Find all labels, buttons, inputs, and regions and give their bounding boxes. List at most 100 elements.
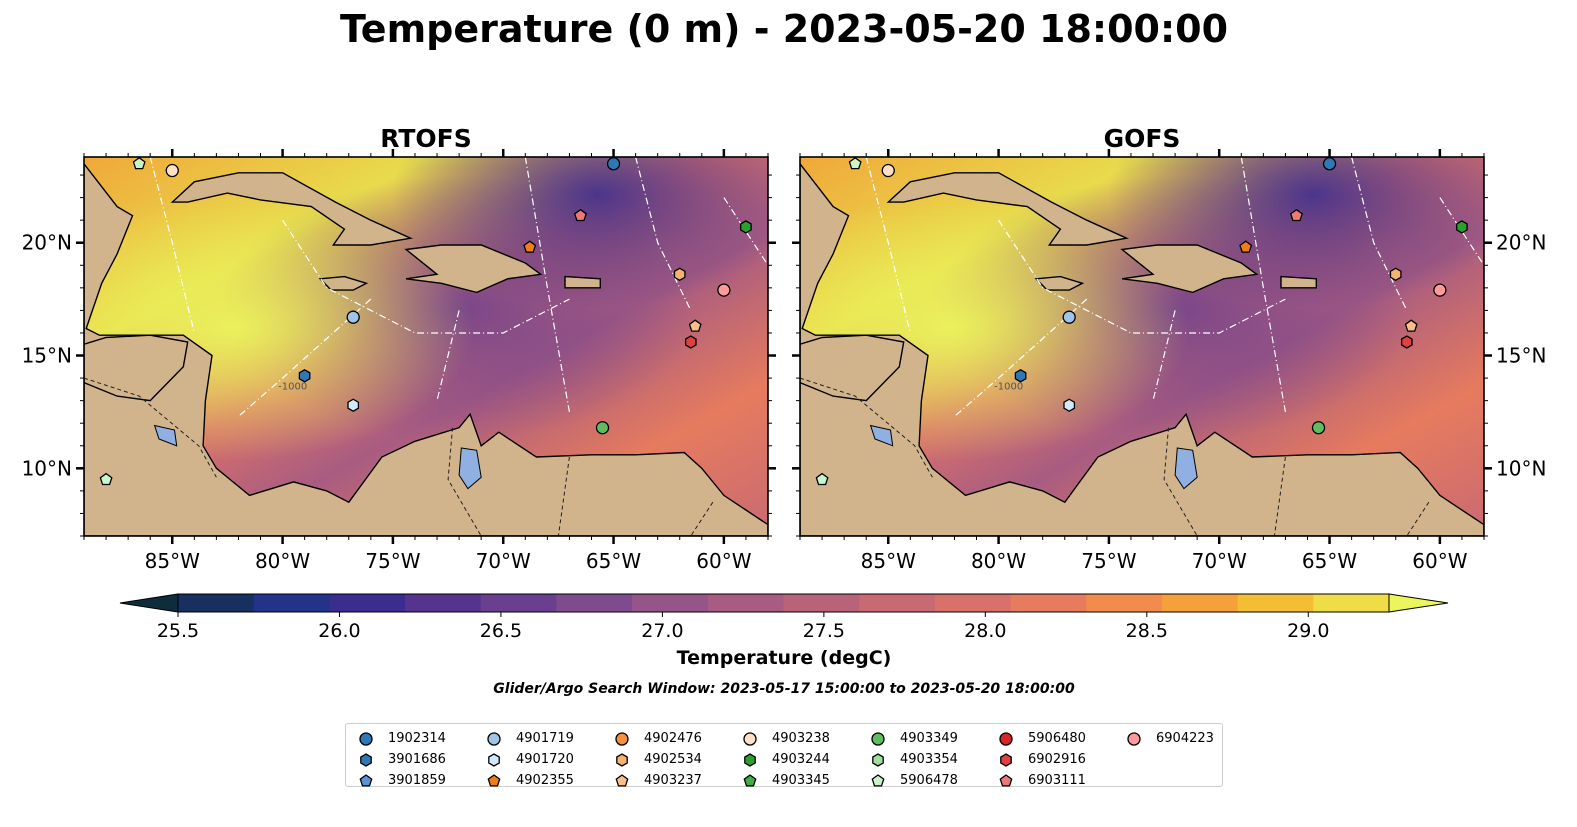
legend-label: 5906480 (1028, 731, 1086, 746)
legend-label: 4902476 (644, 731, 702, 746)
lat-tick-label: 20°N (22, 231, 72, 255)
legend-marker (487, 774, 501, 787)
float-marker-4903238 (165, 163, 179, 178)
legend-marker (744, 753, 756, 767)
legend-marker (1000, 753, 1012, 767)
legend-label: 6903111 (1028, 773, 1086, 788)
legend-marker-circle-icon (1127, 732, 1141, 746)
legend-label: 1902314 (388, 731, 446, 746)
legend-marker-pentagon-icon (743, 774, 757, 787)
eez-line-4 (1351, 157, 1408, 311)
colorbar-segment (253, 594, 330, 612)
eez-line-3 (1152, 310, 1176, 401)
colorbar-segment (1086, 594, 1163, 612)
eez-line-5 (238, 298, 372, 417)
legend-marker-circle-icon (487, 732, 501, 746)
legend-label: 3901859 (388, 773, 446, 788)
legend-marker (360, 753, 372, 767)
land-4 (564, 275, 601, 289)
land-4 (1280, 275, 1318, 289)
colorbar-segment (1237, 594, 1314, 612)
legend-label: 4903244 (772, 752, 830, 767)
land-5 (84, 334, 189, 402)
lat-tick-label: 20°N (1496, 231, 1546, 255)
panel-title: RTOFS (380, 124, 472, 153)
border-2 (1273, 456, 1286, 536)
legend-label: 6902916 (1028, 752, 1086, 767)
lake-0 (458, 447, 482, 490)
land-2 (1120, 244, 1259, 294)
land-2 (404, 244, 543, 294)
legend-marker-circle-icon (999, 732, 1013, 746)
land-5 (800, 334, 905, 402)
legend-label: 3901686 (388, 752, 446, 767)
legend-marker-hexagon-icon (616, 753, 628, 767)
map-frame (83, 156, 769, 537)
land-0 (800, 162, 1484, 536)
float-marker-4903244 (740, 220, 752, 234)
float-marker-5906478 (815, 472, 829, 486)
legend-marker-circle-icon (359, 732, 373, 746)
float-marker-3901686 (1014, 369, 1027, 383)
float-marker-4903237 (688, 319, 702, 332)
legend-marker-pentagon-icon (487, 774, 501, 787)
legend-marker (359, 774, 373, 787)
colorbar-segment (1010, 594, 1087, 612)
border-1 (447, 427, 482, 536)
lat-tick-label: 10°N (1496, 456, 1546, 480)
colorbar-segment (1313, 594, 1390, 612)
colorbar-label: Temperature (degC) (677, 647, 892, 669)
legend-marker (488, 753, 500, 767)
float-marker-4903349 (595, 421, 610, 435)
legend-label: 4901719 (516, 731, 574, 746)
legend-marker (871, 732, 885, 746)
lon-tick-label: 70°W (1192, 549, 1247, 573)
colorbar-segment (556, 594, 633, 612)
colorbar-segment (480, 594, 558, 612)
contour-label: -1000 (278, 381, 307, 392)
eez-line-5 (954, 298, 1088, 417)
lon-tick-label: 75°W (1081, 549, 1136, 573)
float-marker-1902314 (1322, 157, 1337, 171)
colorbar-extend-low (119, 593, 179, 613)
lon-tick-label: 60°W (1412, 549, 1467, 573)
colorbar-segment (329, 594, 406, 612)
lat-tick-label: 15°N (1496, 344, 1546, 368)
legend-marker (487, 732, 501, 746)
legend-marker (743, 774, 757, 787)
colorbar-tick-label: 26.0 (318, 620, 360, 642)
float-marker-4901720 (1063, 398, 1076, 412)
border-2 (557, 456, 570, 536)
border-0 (800, 377, 933, 478)
lake-1 (153, 424, 178, 447)
lon-tick-label: 85°W (145, 549, 200, 573)
colorbar-frame (177, 593, 1390, 613)
colorbar-tick-label: 28.5 (1126, 620, 1168, 642)
float-marker-5906478 (848, 156, 862, 170)
float-marker-4903237 (1404, 319, 1418, 332)
legend-marker (743, 732, 757, 746)
float-marker-4901719 (1062, 310, 1076, 324)
legend-marker (1127, 732, 1141, 746)
map-frame (799, 156, 1485, 537)
legend-marker (615, 732, 629, 746)
lat-tick-label: 10°N (22, 456, 72, 480)
lon-tick-label: 60°W (696, 549, 751, 573)
colorbar-segment (934, 594, 1012, 612)
eez-line-0 (865, 157, 911, 334)
legend-marker-pentagon-icon (999, 774, 1013, 787)
float-marker-6903111 (1289, 208, 1303, 222)
float-marker-6904223 (1433, 283, 1447, 297)
land-3 (1034, 275, 1085, 291)
eez-line-3 (436, 310, 460, 401)
float-marker-4903238 (881, 163, 895, 178)
legend-marker-pentagon-icon (359, 774, 373, 787)
float-marker-4901720 (347, 398, 360, 412)
float-marker-5906478 (99, 472, 113, 486)
colorbar-tick-label: 27.5 (803, 620, 845, 642)
float-marker-6902916 (684, 335, 697, 349)
float-marker-4901719 (346, 310, 360, 324)
legend-marker (999, 774, 1013, 787)
colorbar-tick-label: 26.5 (480, 620, 522, 642)
